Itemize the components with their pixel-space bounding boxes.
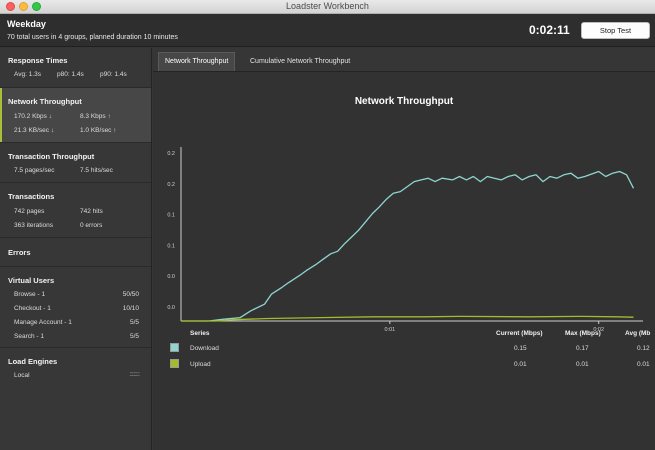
user-group-name: Browse - 1 — [14, 291, 46, 298]
title-bar: Loadster Workbench — [0, 0, 655, 14]
series-name: Download — [190, 345, 219, 352]
transactions-iterations: 363 iterations — [14, 222, 54, 229]
upload-kbps: 8.3 Kbps ↑ — [80, 113, 111, 120]
pages-per-sec: 7.5 pages/sec — [14, 167, 55, 174]
hits-per-sec: 7.5 hits/sec — [80, 167, 113, 174]
header-series: Series — [190, 330, 210, 337]
chart-tabs: Network Throughput Cumulative Network Th… — [153, 48, 655, 72]
response-p80: p80: 1.4s — [57, 71, 84, 78]
sidebar-section-errors[interactable]: Errors — [0, 238, 151, 267]
test-name: Weekday — [7, 19, 46, 29]
elapsed-time: 0:02:11 — [529, 23, 570, 37]
x-tick-label: 0:01 — [384, 327, 395, 332]
test-header: Weekday 70 total users in 4 groups, plan… — [0, 14, 655, 47]
sidebar-section-transactions[interactable]: Transactions 742 pages 742 hits 363 iter… — [0, 183, 151, 238]
section-title: Transaction Throughput — [8, 152, 95, 161]
y-tick-label: 0.2 — [167, 182, 175, 188]
sidebar-section-virtual-users[interactable]: Virtual Users Browse - 1 50/50 Checkout … — [0, 267, 151, 348]
series-line-upload — [181, 315, 634, 322]
chart-title: Network Throughput — [354, 96, 454, 107]
section-title: Response Times — [8, 56, 68, 65]
header-max: Max (Mbps) — [565, 330, 601, 337]
response-p90: p90: 1.4s — [100, 71, 127, 78]
metrics-sidebar: Response Times Avg: 1.3s p80: 1.4s p90: … — [0, 48, 152, 450]
download-color-swatch — [170, 343, 179, 352]
download-kb-sec: 21.3 KB/sec ↓ — [14, 127, 55, 134]
series-avg: 0.12 — [637, 345, 650, 352]
engine-status-indicator: :::::::::::: — [129, 371, 140, 378]
sidebar-section-network-throughput[interactable]: Network Throughput 170.2 Kbps ↓ 8.3 Kbps… — [0, 88, 151, 143]
zoom-window-button[interactable] — [32, 2, 41, 11]
throughput-chart: 0.2 0.2 0.1 0.1 0.0 0.0 0:01 0:02 — [167, 147, 643, 332]
window-title: Loadster Workbench — [286, 1, 369, 11]
section-title: Network Throughput — [8, 97, 82, 106]
tab-network-throughput[interactable]: Network Throughput — [158, 52, 236, 71]
upload-kb-sec: 1.0 KB/sec ↑ — [80, 127, 117, 134]
header-current: Current (Mbps) — [496, 330, 543, 337]
series-current: 0.01 — [514, 361, 527, 368]
user-group-name: Manage Account - 1 — [14, 319, 72, 326]
series-name: Upload — [190, 361, 211, 368]
user-group-count: 50/50 — [122, 291, 139, 298]
stop-test-button[interactable]: Stop Test — [581, 22, 650, 39]
series-max: 0.01 — [576, 361, 589, 368]
series-max: 0.17 — [576, 345, 589, 352]
series-avg: 0.01 — [637, 361, 650, 368]
sidebar-section-load-engines[interactable]: Load Engines Local :::::::::::: — [0, 348, 151, 388]
y-tick-label: 0.0 — [167, 274, 175, 280]
close-window-button[interactable] — [6, 2, 15, 11]
section-title: Transactions — [8, 192, 55, 201]
transactions-hits: 742 hits — [80, 208, 103, 215]
sidebar-section-transaction-throughput[interactable]: Transaction Throughput 7.5 pages/sec 7.5… — [0, 143, 151, 183]
series-line-download — [181, 170, 635, 322]
tab-cumulative-network-throughput[interactable]: Cumulative Network Throughput — [250, 58, 351, 65]
section-title: Virtual Users — [8, 276, 55, 285]
user-group-name: Search - 1 — [14, 333, 44, 340]
series-current: 0.15 — [514, 345, 527, 352]
x-tick-label: 0:02 — [593, 327, 604, 332]
y-tick-label: 0.0 — [167, 305, 175, 311]
sidebar-section-response-times[interactable]: Response Times Avg: 1.3s p80: 1.4s p90: … — [0, 48, 151, 88]
user-group-count: 5/5 — [129, 333, 139, 340]
section-title: Errors — [8, 248, 31, 257]
download-kbps: 170.2 Kbps ↓ — [14, 113, 52, 120]
test-summary: 70 total users in 4 groups, planned dura… — [7, 34, 178, 41]
section-title: Load Engines — [8, 357, 58, 366]
user-group-name: Checkout - 1 — [14, 305, 51, 312]
engine-name: Local — [14, 372, 30, 379]
user-group-count: 10/10 — [122, 305, 139, 312]
transactions-pages: 742 pages — [14, 208, 45, 215]
y-tick-label: 0.1 — [167, 243, 175, 249]
response-avg: Avg: 1.3s — [14, 71, 41, 78]
header-avg: Avg (Mb — [625, 330, 651, 337]
user-group-count: 5/5 — [129, 319, 139, 326]
transactions-errors: 0 errors — [80, 222, 103, 229]
main-panel: Network Throughput Cumulative Network Th… — [153, 48, 655, 450]
upload-color-swatch — [170, 359, 179, 368]
minimize-window-button[interactable] — [19, 2, 28, 11]
y-tick-label: 0.1 — [167, 213, 175, 219]
y-tick-label: 0.2 — [167, 151, 175, 157]
